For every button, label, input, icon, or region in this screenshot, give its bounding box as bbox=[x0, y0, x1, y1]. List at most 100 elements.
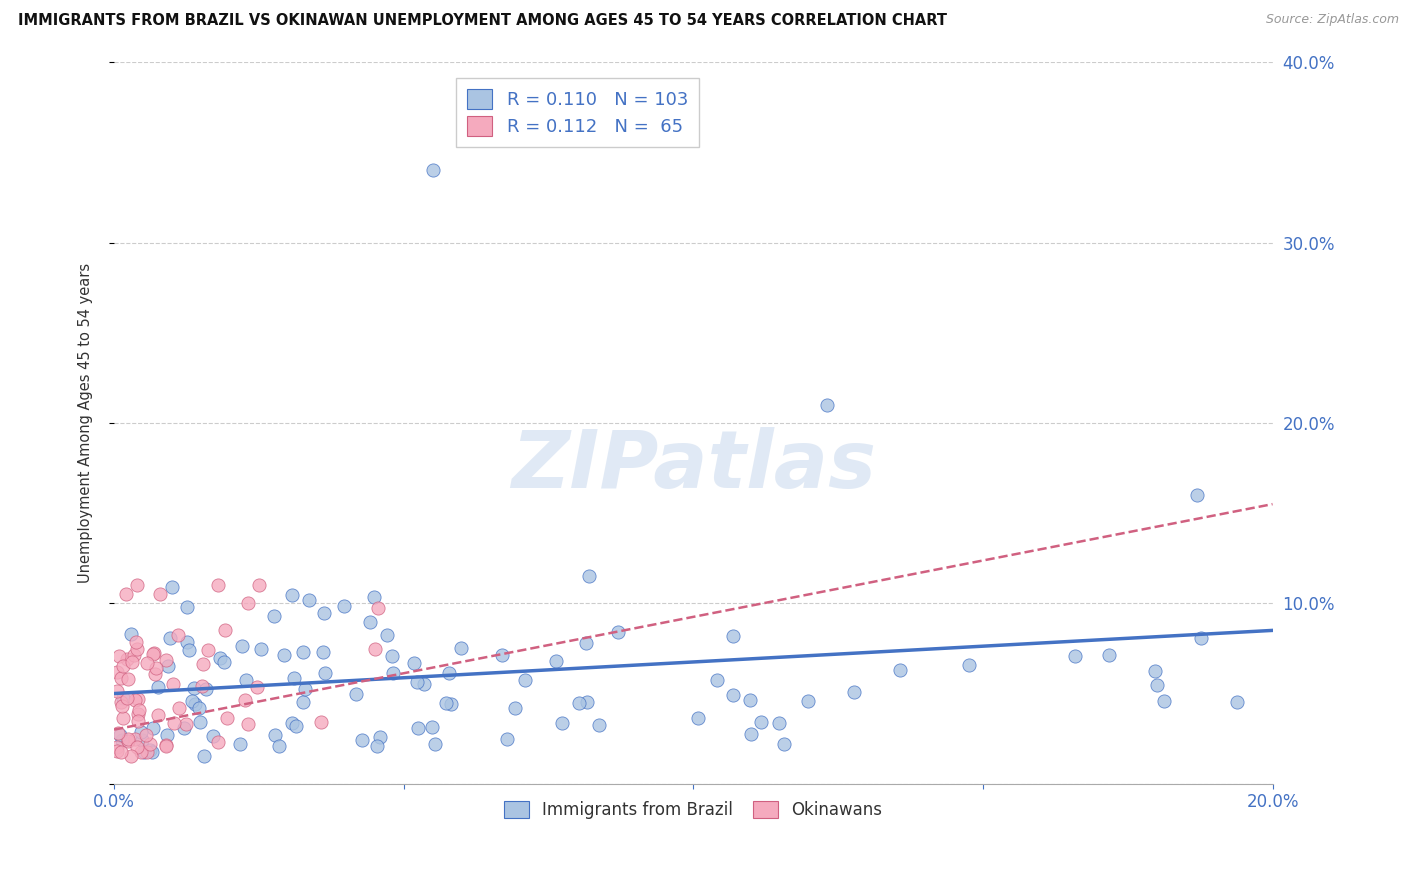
Point bbox=[723, 629, 745, 643]
Point bbox=[139, 737, 162, 751]
Point bbox=[188, 714, 211, 729]
Point bbox=[292, 695, 315, 709]
Point bbox=[309, 714, 332, 729]
Point bbox=[107, 726, 129, 740]
Point bbox=[314, 665, 336, 680]
Point bbox=[815, 398, 838, 412]
Point bbox=[359, 615, 381, 630]
Point bbox=[201, 729, 224, 743]
Point bbox=[111, 659, 134, 673]
Point bbox=[105, 739, 128, 754]
Point bbox=[246, 681, 269, 695]
Point bbox=[420, 720, 443, 734]
Point bbox=[125, 641, 148, 656]
Point bbox=[111, 711, 134, 725]
Point bbox=[273, 648, 295, 662]
Point bbox=[366, 739, 388, 753]
Point bbox=[352, 733, 374, 747]
Point bbox=[110, 671, 132, 685]
Point bbox=[114, 587, 136, 601]
Point bbox=[229, 737, 252, 751]
Point bbox=[125, 635, 148, 649]
Point bbox=[207, 735, 229, 749]
Point bbox=[121, 655, 143, 669]
Point bbox=[413, 677, 436, 691]
Point bbox=[183, 681, 205, 696]
Point bbox=[127, 578, 149, 592]
Point bbox=[363, 591, 385, 605]
Point bbox=[263, 609, 285, 624]
Point bbox=[238, 596, 260, 610]
Point bbox=[768, 716, 790, 731]
Point bbox=[332, 599, 354, 613]
Point bbox=[105, 665, 128, 680]
Point bbox=[1189, 631, 1212, 645]
Point bbox=[131, 733, 153, 747]
Point bbox=[576, 695, 599, 709]
Point bbox=[957, 658, 980, 673]
Point bbox=[197, 642, 219, 657]
Point bbox=[183, 697, 205, 711]
Point bbox=[1143, 664, 1166, 678]
Point bbox=[247, 578, 270, 592]
Point bbox=[381, 648, 404, 663]
Point bbox=[578, 569, 600, 583]
Point bbox=[115, 691, 138, 706]
Point bbox=[235, 693, 257, 707]
Point bbox=[120, 626, 142, 640]
Point bbox=[434, 696, 457, 710]
Point bbox=[134, 746, 156, 760]
Point bbox=[167, 700, 190, 714]
Point bbox=[422, 163, 444, 178]
Point bbox=[129, 745, 152, 759]
Point bbox=[231, 639, 253, 653]
Point bbox=[706, 673, 728, 687]
Point bbox=[108, 728, 131, 742]
Point bbox=[191, 657, 214, 671]
Point bbox=[406, 721, 429, 735]
Point bbox=[235, 673, 257, 687]
Point bbox=[105, 683, 128, 698]
Text: Source: ZipAtlas.com: Source: ZipAtlas.com bbox=[1265, 13, 1399, 27]
Point bbox=[281, 588, 304, 602]
Point bbox=[105, 744, 128, 758]
Point bbox=[159, 631, 181, 645]
Point bbox=[141, 745, 163, 759]
Point bbox=[142, 646, 165, 660]
Point bbox=[135, 656, 157, 670]
Point bbox=[209, 651, 232, 665]
Point bbox=[298, 592, 321, 607]
Point bbox=[120, 749, 142, 764]
Point bbox=[721, 688, 744, 702]
Point bbox=[280, 716, 302, 731]
Point bbox=[495, 731, 517, 746]
Point bbox=[491, 648, 513, 662]
Point bbox=[406, 674, 429, 689]
Point bbox=[127, 714, 149, 728]
Point bbox=[214, 656, 236, 670]
Y-axis label: Unemployment Among Ages 45 to 54 years: Unemployment Among Ages 45 to 54 years bbox=[79, 263, 93, 583]
Text: ZIPatlas: ZIPatlas bbox=[510, 427, 876, 505]
Point bbox=[111, 691, 134, 706]
Point bbox=[1187, 488, 1209, 502]
Point bbox=[749, 714, 772, 729]
Point bbox=[142, 721, 165, 735]
Point bbox=[607, 624, 630, 639]
Point bbox=[264, 728, 287, 742]
Point bbox=[127, 692, 149, 706]
Point bbox=[124, 693, 146, 707]
Point bbox=[176, 635, 198, 649]
Point bbox=[370, 731, 392, 745]
Legend: Immigrants from Brazil, Okinawans: Immigrants from Brazil, Okinawans bbox=[498, 795, 889, 826]
Point bbox=[381, 666, 404, 681]
Point bbox=[117, 732, 139, 747]
Text: IMMIGRANTS FROM BRAZIL VS OKINAWAN UNEMPLOYMENT AMONG AGES 45 TO 54 YEARS CORREL: IMMIGRANTS FROM BRAZIL VS OKINAWAN UNEMP… bbox=[18, 13, 948, 29]
Point bbox=[115, 652, 138, 666]
Point bbox=[122, 648, 145, 662]
Point bbox=[440, 697, 463, 711]
Point bbox=[1063, 648, 1085, 663]
Point bbox=[111, 698, 134, 713]
Point bbox=[686, 711, 709, 725]
Point bbox=[312, 606, 335, 620]
Point bbox=[179, 643, 201, 657]
